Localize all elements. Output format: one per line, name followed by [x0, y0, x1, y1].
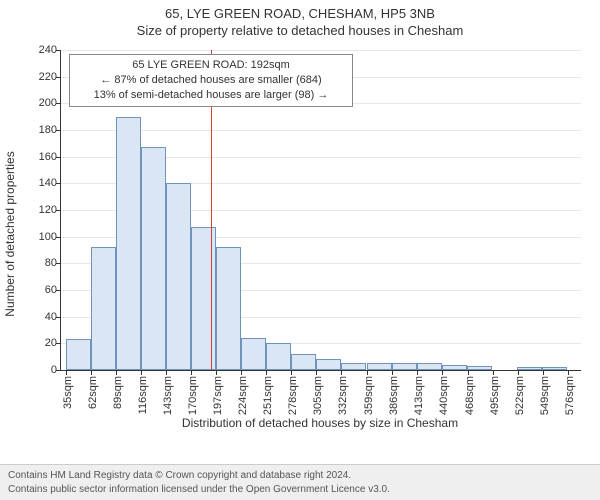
annotation-line-1: 65 LYE GREEN ROAD: 192sqm [76, 58, 346, 73]
x-tick-mark [116, 370, 117, 375]
y-tick-mark [56, 210, 61, 211]
x-tick-mark [493, 370, 494, 375]
x-tick-mark [367, 370, 368, 375]
chart-subtitle: Size of property relative to detached ho… [0, 23, 600, 38]
histogram-bar [141, 147, 166, 370]
x-tick-mark [392, 370, 393, 375]
address-title: 65, LYE GREEN ROAD, CHESHAM, HP5 3NB [0, 6, 600, 21]
footer-line-1: Contains HM Land Registry data © Crown c… [8, 469, 592, 483]
x-tick-mark [266, 370, 267, 375]
x-axis-label: Distribution of detached houses by size … [60, 416, 580, 430]
histogram-bar [517, 367, 542, 370]
y-tick-mark [56, 130, 61, 131]
histogram-bar [442, 365, 467, 370]
histogram-bar [341, 363, 366, 370]
plot-area: 65 LYE GREEN ROAD: 192sqm ← 87% of detac… [60, 50, 581, 371]
x-tick-mark [316, 370, 317, 375]
histogram-bar [66, 339, 91, 370]
y-tick-mark [56, 77, 61, 78]
x-tick-mark [166, 370, 167, 375]
x-tick-mark [141, 370, 142, 375]
histogram-bar [392, 363, 417, 370]
x-tick-mark [216, 370, 217, 375]
x-tick-mark [518, 370, 519, 375]
chart-header: 65, LYE GREEN ROAD, CHESHAM, HP5 3NB Siz… [0, 0, 600, 38]
histogram-bar [266, 343, 291, 370]
x-tick-mark [442, 370, 443, 375]
y-tick-mark [56, 343, 61, 344]
histogram-bar [241, 338, 266, 370]
x-tick-mark [291, 370, 292, 375]
histogram-bar [417, 363, 442, 370]
x-tick-mark [241, 370, 242, 375]
y-tick-mark [56, 157, 61, 158]
y-tick-mark [56, 263, 61, 264]
y-tick-mark [56, 290, 61, 291]
x-tick-mark [417, 370, 418, 375]
histogram-bar [467, 366, 492, 370]
y-tick-mark [56, 370, 61, 371]
footer-line-2: Contains public sector information licen… [8, 483, 592, 497]
x-tick-mark [191, 370, 192, 375]
x-tick-mark [66, 370, 67, 375]
y-axis-label: Number of detached properties [3, 151, 17, 316]
y-tick-mark [56, 103, 61, 104]
histogram-bar [291, 354, 316, 370]
y-tick-mark [56, 183, 61, 184]
x-tick-mark [341, 370, 342, 375]
x-tick-mark [468, 370, 469, 375]
chart-container: Number of detached properties 65 LYE GRE… [0, 44, 600, 424]
annotation-box: 65 LYE GREEN ROAD: 192sqm ← 87% of detac… [69, 54, 353, 107]
histogram-bar [367, 363, 392, 370]
histogram-bar [166, 183, 191, 370]
histogram-bar [116, 117, 141, 370]
annotation-line-3: 13% of semi-detached houses are larger (… [76, 88, 346, 103]
y-tick-mark [56, 317, 61, 318]
grid-line [61, 50, 581, 51]
x-tick-mark [543, 370, 544, 375]
x-tick-mark [91, 370, 92, 375]
histogram-bar [316, 359, 341, 370]
footer: Contains HM Land Registry data © Crown c… [0, 464, 600, 500]
annotation-line-2: ← 87% of detached houses are smaller (68… [76, 73, 346, 88]
x-tick-mark [568, 370, 569, 375]
histogram-bar [216, 247, 241, 370]
y-tick-mark [56, 237, 61, 238]
y-tick-mark [56, 50, 61, 51]
histogram-bar [91, 247, 116, 370]
histogram-bar [542, 367, 567, 370]
